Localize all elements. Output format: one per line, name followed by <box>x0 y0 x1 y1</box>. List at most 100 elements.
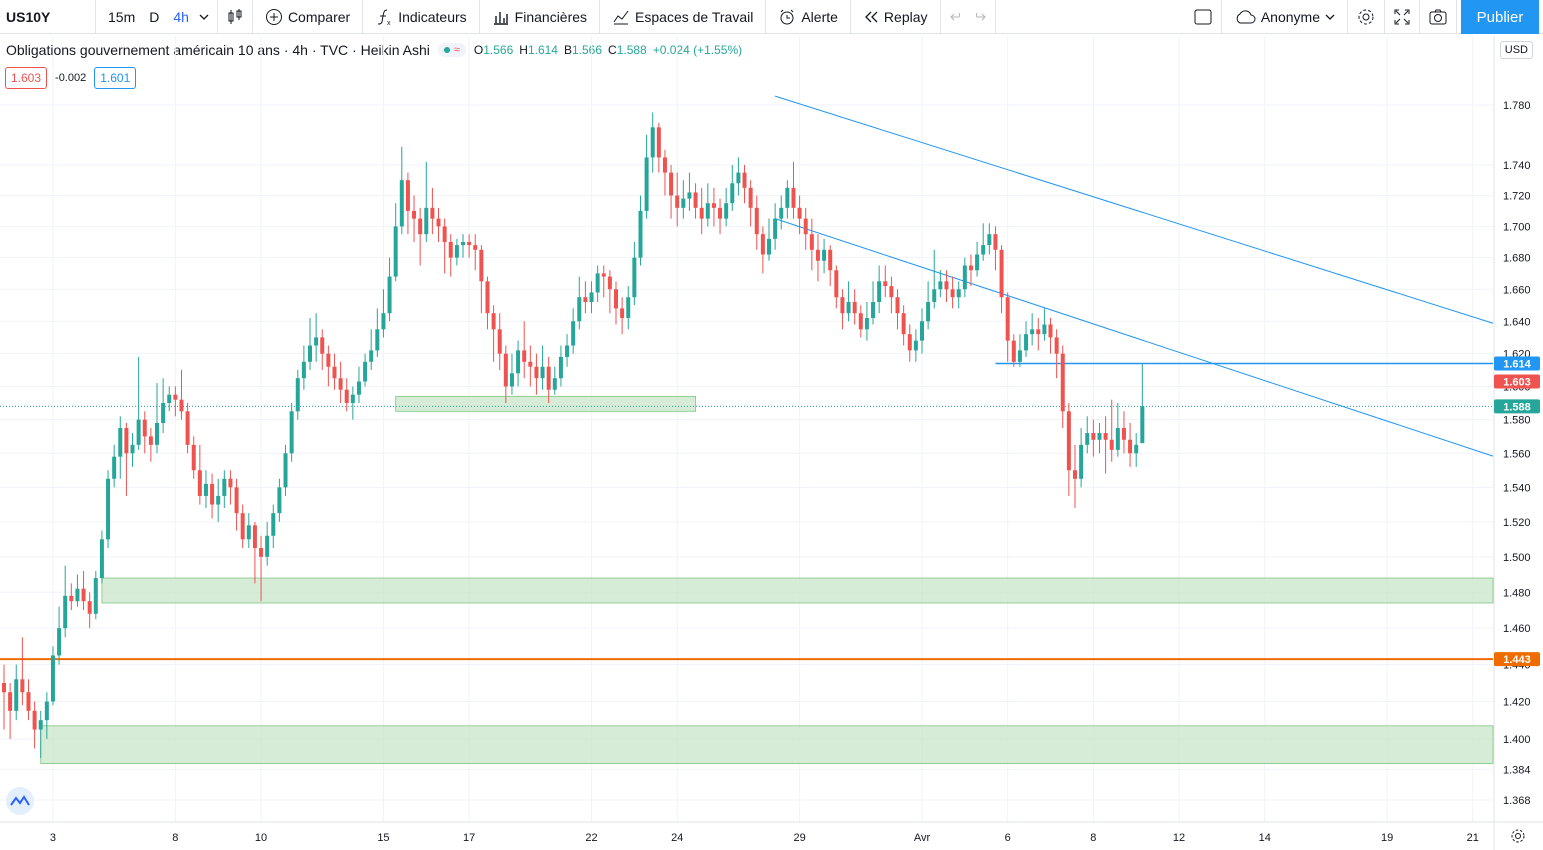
interval-4h[interactable]: 4h <box>173 8 189 25</box>
candle <box>271 504 276 549</box>
candle <box>1091 419 1096 457</box>
spread-value: -0.002 <box>55 72 87 84</box>
workspaces-button[interactable]: Espaces de Travail <box>608 0 757 34</box>
y-tick-label: 1.740 <box>1503 160 1531 172</box>
candle <box>106 470 111 549</box>
candle-body <box>877 281 882 303</box>
candle <box>314 313 319 362</box>
candle <box>350 386 355 420</box>
window-icon[interactable] <box>1193 8 1213 26</box>
candle <box>895 289 900 330</box>
chevron-down-icon[interactable] <box>199 12 209 22</box>
candle <box>467 234 472 258</box>
chevron-down-icon <box>1325 12 1335 22</box>
candle-body <box>14 679 19 711</box>
candle <box>118 416 123 479</box>
candle <box>1011 334 1016 367</box>
currency-button[interactable]: USD <box>1499 41 1533 59</box>
camera-icon[interactable] <box>1428 8 1448 26</box>
candle-body <box>1011 340 1016 362</box>
candle <box>44 692 49 739</box>
financials-button[interactable]: Financières <box>488 0 591 34</box>
resistance-price-label-bg <box>1494 356 1540 371</box>
demand-zone[interactable] <box>40 725 1494 764</box>
candle <box>497 313 502 370</box>
interval-d[interactable]: D <box>149 8 160 25</box>
candle-body <box>577 297 582 322</box>
candle-body <box>1140 406 1145 444</box>
channel-upper-line[interactable] <box>774 95 1494 324</box>
candle <box>858 305 863 338</box>
gear-icon <box>1511 829 1525 843</box>
close-value: 1.588 <box>616 43 647 57</box>
candle-body <box>920 321 924 341</box>
open-value: 1.566 <box>483 43 514 57</box>
candle-body <box>589 292 594 303</box>
candle <box>356 366 361 403</box>
candle <box>815 234 820 282</box>
demand-zone[interactable] <box>395 395 696 412</box>
candle <box>1121 411 1126 454</box>
candle <box>1066 402 1071 496</box>
interval-15m[interactable]: 15m <box>108 8 136 25</box>
candle-body <box>32 710 37 730</box>
replay-button[interactable]: Replay <box>859 0 932 34</box>
candle <box>1103 416 1108 474</box>
candle <box>136 356 141 450</box>
layout-group <box>1185 0 1222 34</box>
candle-body <box>791 187 796 208</box>
candle-body <box>999 249 1004 298</box>
candle <box>265 521 270 566</box>
candle-body <box>81 588 86 602</box>
candle-body <box>87 601 92 614</box>
legend-status-pill[interactable]: ≈ <box>437 43 466 57</box>
candle <box>754 195 759 250</box>
workspaces-label: Espaces de Travail <box>635 8 754 25</box>
candle-body <box>1036 329 1041 335</box>
candle <box>779 195 784 230</box>
candle <box>522 321 527 379</box>
redo-icon[interactable] <box>971 9 987 25</box>
candle <box>216 478 221 522</box>
channel-lower-line[interactable] <box>774 218 1494 457</box>
candle-body <box>889 286 894 298</box>
candles-icon[interactable] <box>226 8 244 26</box>
user-button[interactable]: Anonyme <box>1230 0 1339 34</box>
indicators-button[interactable]: x Indicateurs <box>371 0 470 34</box>
candle-body <box>277 487 282 514</box>
candle <box>75 574 80 607</box>
candle-body <box>699 207 704 219</box>
candle-body <box>748 187 753 208</box>
candle <box>791 161 796 219</box>
candle <box>338 361 343 403</box>
axis-settings-button[interactable] <box>1510 828 1526 844</box>
publish-button[interactable]: Publier <box>1461 0 1539 34</box>
candle-body <box>497 329 502 354</box>
x-tick-label: 12 <box>1173 832 1185 844</box>
candle-body <box>442 226 447 242</box>
alert-button[interactable]: Alerte <box>774 0 842 34</box>
candle-body <box>503 353 508 387</box>
candle-body <box>26 692 31 711</box>
candle-body <box>222 478 227 496</box>
undo-icon[interactable] <box>949 9 965 25</box>
candle-body <box>522 350 527 362</box>
candle-body <box>1073 470 1077 479</box>
candle <box>1042 308 1047 341</box>
y-tick-label: 1.440 <box>1503 660 1531 672</box>
tradingview-logo[interactable] <box>6 787 34 815</box>
gear-icon[interactable] <box>1356 7 1376 27</box>
candle <box>1134 433 1139 467</box>
candle <box>699 187 704 235</box>
demand-zone[interactable] <box>101 577 1494 604</box>
candle <box>724 187 729 227</box>
buy-button[interactable]: 1.601 <box>94 67 137 89</box>
candle <box>938 270 943 298</box>
sell-button[interactable]: 1.603 <box>5 67 48 89</box>
fullscreen-icon[interactable] <box>1393 8 1411 26</box>
candle <box>932 249 937 309</box>
candle-body <box>993 234 998 250</box>
compare-button[interactable]: Comparer <box>261 0 354 34</box>
symbol-search[interactable]: US10Y <box>0 0 96 34</box>
